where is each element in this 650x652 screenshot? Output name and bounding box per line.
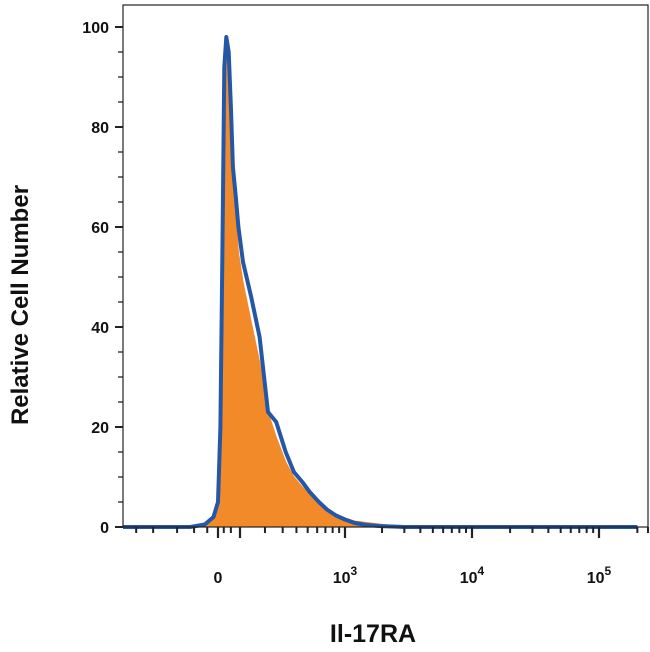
y-tick-label: 100 — [82, 20, 109, 37]
x-tick-base: 10 — [460, 570, 478, 587]
x-tick-exponent: 3 — [351, 564, 358, 578]
plot-area — [123, 35, 638, 529]
y-axis-title: Relative Cell Number — [7, 185, 34, 425]
x-axis-title: Il-17RA — [330, 620, 416, 648]
x-tick-base: 10 — [587, 570, 605, 587]
y-tick-label: 40 — [91, 320, 109, 337]
plot-frame — [122, 4, 649, 528]
y-tick-label: 80 — [91, 120, 109, 137]
x-tick-label: 103 — [333, 564, 358, 587]
x-tick-base: 0 — [214, 570, 223, 587]
filled-histogram-series — [123, 41, 638, 528]
x-tick-exponent: 5 — [605, 564, 612, 578]
outline-histogram-series — [123, 35, 638, 529]
y-tick-label: 0 — [100, 520, 109, 537]
x-tick-label: 0 — [214, 570, 223, 587]
x-tick-label: 104 — [460, 564, 485, 587]
y-tick-label: 20 — [91, 420, 109, 437]
x-tick-base: 10 — [333, 570, 351, 587]
x-tick-exponent: 4 — [478, 564, 485, 578]
x-tick-label: 105 — [587, 564, 612, 587]
y-tick-label: 60 — [91, 220, 109, 237]
